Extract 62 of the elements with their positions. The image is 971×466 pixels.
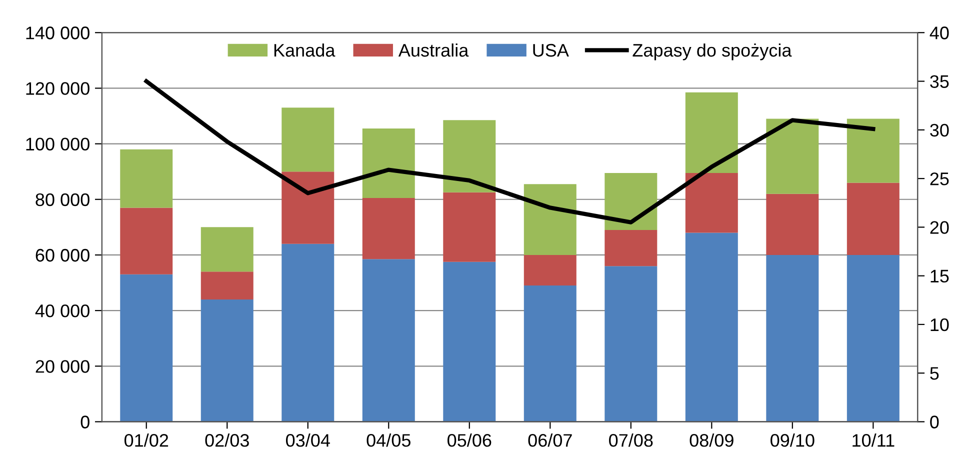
y-tick-label: 40 000 [35,304,90,318]
legend-label: USA [533,44,569,57]
line-series [144,79,876,224]
bar [120,208,173,274]
bar [282,244,334,422]
bar [524,184,576,255]
bar [846,118,900,183]
x-tick-label: 09/10 [770,434,814,447]
bar [443,262,496,422]
y-tick-label: 20 000 [36,360,90,373]
bar [604,172,658,230]
x-tick-label: 06/07 [528,434,572,447]
bar [846,254,900,422]
bar [282,108,334,172]
x-tick-label: 02/03 [205,434,249,447]
y-tick-label: 140 000 [26,26,90,40]
bar [362,128,415,198]
y2-tick-label: 0 [930,416,939,428]
x-tick-label: 04/05 [366,434,410,447]
legend-label: Zapasy do spożycia [632,43,792,60]
legend-label: Kanada [274,43,336,57]
bar [685,232,738,422]
bar [604,266,658,422]
x-tick-label: 10/11 [852,434,894,447]
bar [120,274,173,422]
bar [443,120,496,192]
y2-tick-label: 30 [930,124,949,137]
x-tick-label: 01/02 [124,434,168,447]
bar [443,192,496,262]
bar [766,254,819,422]
bar [362,259,415,422]
bar [846,182,900,255]
bar [524,254,576,286]
bar [362,198,415,260]
y2-tick-label: 35 [930,75,949,88]
bar [524,286,576,422]
bar [685,92,738,173]
bar [282,172,334,244]
bar [200,272,254,300]
x-tick-label: 03/04 [286,434,330,447]
legend-label: Australia [398,43,469,57]
y2-tick-label: 20 [930,221,949,234]
bar [604,230,658,266]
y2-tick-label: 25 [930,172,949,186]
y-tick-label: 0 [80,416,90,428]
bar [200,299,254,422]
y2-tick-label: 40 [930,26,949,40]
y2-tick-label: 5 [930,367,939,380]
x-tick-label: 08/09 [690,434,734,447]
y2-tick-label: 15 [930,270,949,283]
bar [120,149,173,208]
y-tick-label: 60 000 [36,248,90,262]
x-tick-label: 07/08 [609,434,653,447]
bar [766,118,819,194]
y2-tick-label: 10 [930,318,949,332]
x-tick-label: 05/06 [448,434,492,447]
y-tick-label: 80 000 [36,193,90,206]
bar [685,172,738,233]
bar [200,227,254,272]
bar [766,194,819,255]
y-tick-label: 120 000 [26,82,90,95]
y-tick-label: 100 000 [26,138,90,151]
